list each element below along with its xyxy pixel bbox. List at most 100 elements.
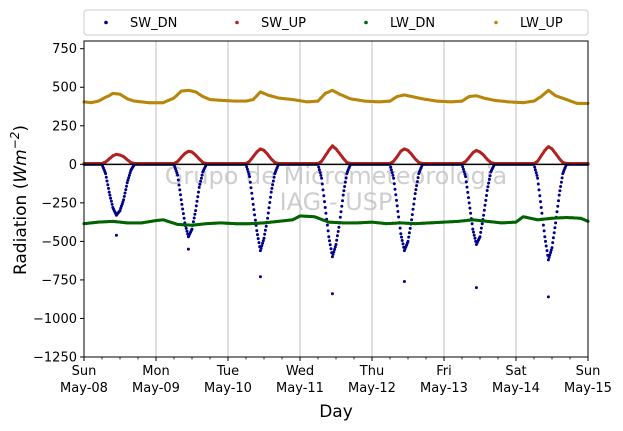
grid-lines [155, 41, 517, 357]
data-point [395, 204, 399, 208]
data-point [482, 213, 486, 217]
x-tick-date: May-12 [348, 381, 396, 396]
data-point [269, 195, 272, 199]
data-point [467, 201, 471, 205]
series-lw-dn [82, 214, 590, 227]
data-point [251, 197, 254, 201]
data-point [328, 243, 332, 247]
data-point [259, 246, 263, 250]
data-point [257, 241, 261, 245]
data-point [109, 199, 113, 203]
data-point [180, 202, 184, 206]
data-point [554, 221, 558, 225]
data-point [250, 191, 254, 195]
data-point [483, 203, 487, 207]
data-point [263, 228, 267, 232]
data-point [253, 218, 257, 222]
data-point [253, 213, 257, 217]
y-tick-label: −1250 [33, 351, 77, 366]
data-point [128, 171, 132, 175]
data-point [190, 227, 194, 231]
data-point [544, 244, 548, 248]
x-tick-date: May-14 [492, 381, 540, 396]
data-point [394, 193, 398, 197]
data-point [248, 180, 252, 184]
data-point [468, 206, 472, 210]
data-point [398, 226, 402, 230]
data-point [552, 231, 556, 235]
data-point [416, 176, 420, 180]
data-point [558, 189, 562, 193]
x-tick-date: May-09 [132, 381, 180, 396]
data-point [341, 199, 344, 203]
data-point [247, 172, 251, 176]
legend-label-lw-dn: LW_DN [390, 16, 435, 31]
data-point [555, 210, 559, 214]
y-tick-label: 250 [52, 119, 77, 134]
data-point [389, 168, 393, 172]
data-point [539, 200, 542, 204]
data-point [260, 244, 264, 248]
data-point [472, 233, 476, 237]
x-tick-weekday: Mon [142, 364, 169, 379]
data-point [197, 185, 201, 189]
data-point [560, 176, 564, 180]
x-tick-weekday: Fri [436, 364, 452, 379]
data-point [246, 170, 250, 174]
data-point [553, 226, 557, 230]
x-axis: Sun May-08 Mon May-09 Tue May-10 Wed May-11 Thu M… [60, 357, 612, 396]
y-axis-label-prefix: Radiation ( [11, 183, 31, 275]
data-point [332, 250, 336, 254]
data-point [339, 210, 343, 214]
y-tick-label: −250 [41, 196, 77, 211]
data-point [192, 216, 196, 220]
data-point [478, 235, 482, 239]
data-point [125, 184, 128, 188]
data-point [106, 183, 110, 187]
data-point [480, 222, 484, 226]
data-point [264, 224, 268, 228]
data-point [267, 206, 271, 210]
data-point [256, 233, 259, 237]
data-point [556, 204, 560, 208]
data-point [125, 181, 129, 185]
data-point [181, 212, 185, 216]
data-point [461, 165, 465, 169]
legend-label-sw-dn: SW_DN [130, 16, 177, 31]
data-point [327, 235, 331, 239]
data-point [178, 188, 182, 192]
data-point [479, 230, 483, 234]
data-point [200, 173, 204, 177]
data-point [470, 222, 474, 226]
data-point [337, 225, 341, 229]
data-point [482, 208, 486, 212]
data-point [266, 211, 270, 215]
data-point [179, 193, 182, 197]
data-point [338, 215, 342, 219]
data-point [249, 186, 253, 190]
data-point [546, 258, 550, 262]
x-tick-date: May-10 [204, 381, 252, 396]
data-point [331, 252, 335, 256]
data-point [471, 227, 475, 231]
data-point [392, 176, 396, 180]
data-point [392, 182, 396, 186]
data-point [557, 199, 560, 203]
data-point [463, 172, 467, 176]
data-point [410, 218, 414, 222]
data-point [542, 229, 546, 233]
data-point [538, 194, 542, 198]
x-tick-weekday: Wed [286, 364, 314, 379]
y-tick-label: −500 [41, 235, 77, 250]
data-point [184, 226, 188, 230]
data-point [122, 198, 126, 202]
y-tick-label: 0 [69, 158, 77, 173]
data-point [179, 198, 183, 202]
data-point [195, 199, 199, 203]
data-point [320, 182, 324, 186]
data-point [467, 196, 470, 200]
data-point [126, 178, 130, 182]
data-point [182, 216, 186, 220]
legend-marker-sw-up [235, 20, 239, 25]
data-point [335, 238, 339, 242]
